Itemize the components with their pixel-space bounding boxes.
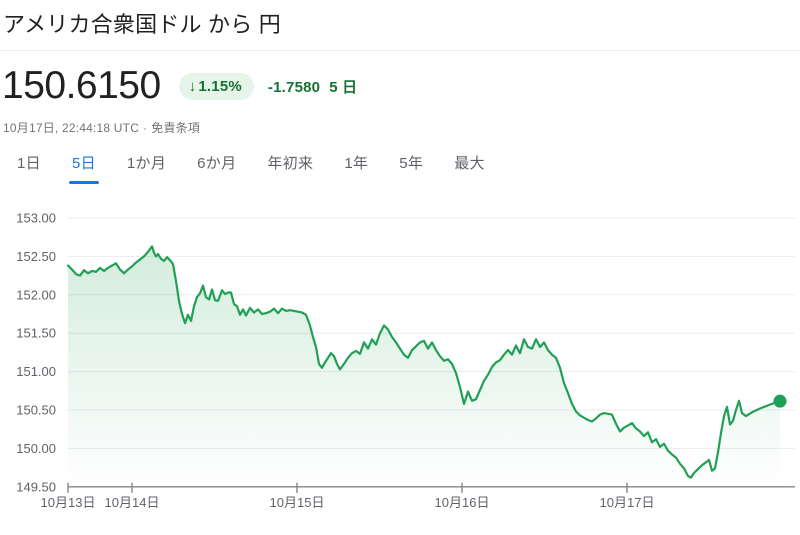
y-axis-label: 150.00 xyxy=(16,441,56,456)
quote-timestamp: 10月17日, 22:44:18 UTC · 免責条項 xyxy=(3,119,200,136)
x-axis-label: 10月16日 xyxy=(435,495,490,510)
change-absolute-value: -1.7580 xyxy=(267,78,321,96)
timestamp-separator: · xyxy=(143,121,148,135)
range-tab-6m[interactable]: 6か月 xyxy=(197,147,236,184)
range-tab-max[interactable]: 最大 xyxy=(454,147,485,184)
quote-summary: 150.6150 ↓ 1.15% -1.7580 5 日 xyxy=(2,63,357,109)
chart-area: 153.00 152.50 152.00 151.50 151.00 150.50 150.… xyxy=(0,192,800,522)
range-tab-ytd[interactable]: 年初来 xyxy=(267,147,313,184)
x-axis-label: 10月13日 xyxy=(41,495,96,510)
y-axis-label: 150.50 xyxy=(16,403,56,418)
range-tabs: 1日 5日 1か月 6か月 年初来 1年 5年 最大 xyxy=(0,147,485,184)
active-tab-underline xyxy=(68,181,99,184)
y-axis-label: 152.50 xyxy=(16,249,56,264)
price-chart[interactable]: 153.00 152.50 152.00 151.50 151.00 150.50 150.… xyxy=(0,192,800,522)
area-fill xyxy=(68,246,780,487)
y-axis-label: 152.00 xyxy=(16,287,56,302)
range-tab-1y[interactable]: 1年 xyxy=(344,147,368,184)
range-tab-5d[interactable]: 5日 xyxy=(68,147,99,184)
y-axis-label: 149.50 xyxy=(16,479,56,494)
disclaimer-link[interactable]: 免責条項 xyxy=(151,121,201,135)
page-title: アメリカ合衆国ドル から 円 xyxy=(3,12,281,37)
range-tab-1m[interactable]: 1か月 xyxy=(127,147,166,184)
range-tab-1d[interactable]: 1日 xyxy=(17,147,41,184)
header-divider xyxy=(0,50,800,51)
x-axis-label: 10月14日 xyxy=(105,495,160,510)
x-axis-label: 10月17日 xyxy=(600,495,655,510)
timestamp-text: 10月17日, 22:44:18 UTC xyxy=(3,121,140,135)
range-tab-5y[interactable]: 5年 xyxy=(399,147,423,184)
current-price: 150.6150 xyxy=(2,64,161,107)
change-absolute: -1.7580 5 日 xyxy=(268,76,357,97)
price-line xyxy=(66,245,782,479)
change-period: 5 日 xyxy=(329,78,358,96)
latest-price-dot xyxy=(773,394,787,408)
change-percent-badge: ↓ 1.15% xyxy=(178,72,254,100)
change-percent-value: 1.15% xyxy=(198,77,242,95)
y-axis-label: 151.00 xyxy=(16,364,56,379)
x-axis-label: 10月15日 xyxy=(270,495,325,510)
arrow-down-icon: ↓ xyxy=(188,77,197,95)
y-axis-label: 151.50 xyxy=(16,326,56,341)
y-axis-label: 153.00 xyxy=(16,211,56,226)
